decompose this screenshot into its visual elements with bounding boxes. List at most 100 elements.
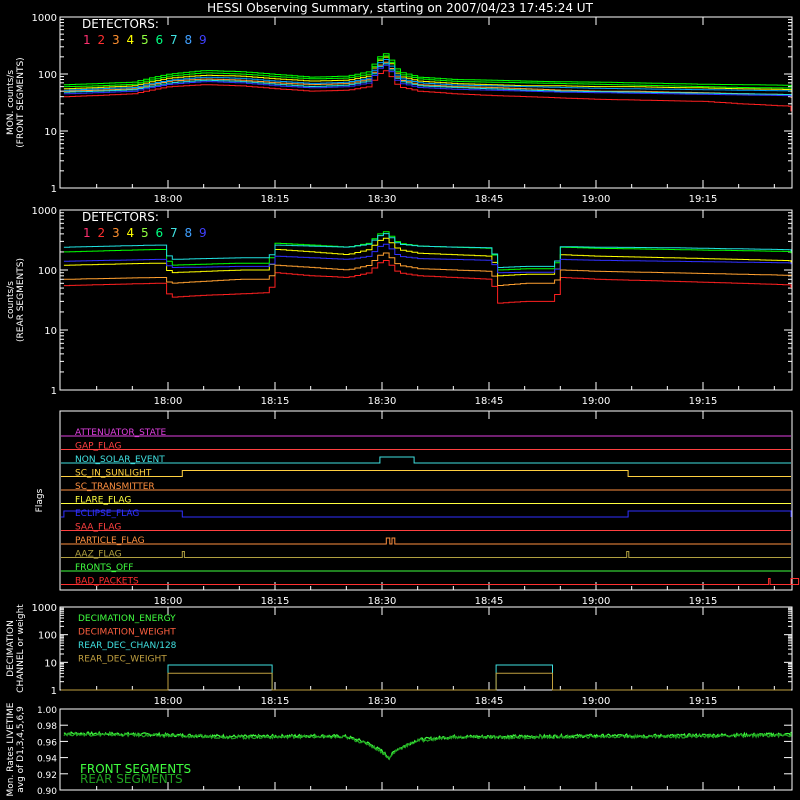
front-xtick-label: 18:45 xyxy=(475,194,504,205)
flag-label-saa_flag: SAA_FLAG xyxy=(75,523,121,533)
front-series-7 xyxy=(63,63,792,96)
front-ytick-label: 1000 xyxy=(32,13,57,24)
front-legend-title: DETECTORS: xyxy=(82,17,159,31)
rear-legend-detector: 3 xyxy=(112,226,120,240)
dec-ytick-label: 1 xyxy=(51,686,57,697)
dec-series-0 xyxy=(61,664,791,691)
live-series-1 xyxy=(63,731,792,760)
rear-xtick-label: 18:15 xyxy=(261,396,290,407)
front-xtick-label: 18:30 xyxy=(368,194,397,205)
flag-label-gap_flag: GAP_FLAG xyxy=(75,442,121,452)
dec-legend-item: DECIMATION_WEIGHT xyxy=(78,628,176,638)
flag-line-eclipse_flag xyxy=(61,510,792,518)
live-ylabel: Mon. Rates LIVETIME xyxy=(6,702,16,796)
flag-line-non_solar_event xyxy=(61,456,791,464)
flag-label-eclipse_flag: ECLIPSE_FLAG xyxy=(75,509,139,519)
rear-ytick-label: 100 xyxy=(38,266,57,277)
front-ytick-label: 100 xyxy=(38,70,57,81)
front-legend-detector: 3 xyxy=(112,33,120,47)
front-series-6 xyxy=(63,55,792,89)
rear-series-1 xyxy=(63,260,792,304)
live-legend-item: REAR SEGMENTS xyxy=(80,772,183,786)
front-legend-detector: 5 xyxy=(141,33,149,47)
flags-ylabel: Flags xyxy=(35,488,45,512)
flag-line-sc_in_sunlight xyxy=(61,470,791,477)
live-ytick-label: 0.92 xyxy=(37,771,57,781)
rear-legend-detector: 8 xyxy=(185,226,193,240)
decimation-panel: 1 10 100 1000 18:00 18:15 18:30 18:45 19:00 19:15… xyxy=(6,603,793,707)
flag-label-aaz_flag: AAZ_FLAG xyxy=(75,550,122,560)
rear-xtick-label: 18:30 xyxy=(368,396,397,407)
front-segments-panel: 1 10 100 1000 18:00 18:15 18:30 18:45 19:00 19:15… xyxy=(6,13,793,205)
rear-ytick-label: 1 xyxy=(51,386,57,397)
flag-label-bad_packets: BAD_PACKETS xyxy=(75,577,139,587)
live-ytick-label: 0.94 xyxy=(37,755,57,765)
front-legend-detector: 4 xyxy=(127,33,135,47)
front-legend-detector: 9 xyxy=(199,33,207,47)
rear-series-3 xyxy=(63,252,792,286)
flag-line-bad_packets xyxy=(61,578,800,585)
rear-legend-detector: 9 xyxy=(199,226,207,240)
dec-ylabel-2: CHANNEL or weight xyxy=(16,604,26,693)
front-xtick-label: 18:15 xyxy=(261,194,290,205)
dec-ytick-label: 10 xyxy=(44,658,57,669)
rear-legend-title: DETECTORS: xyxy=(82,210,159,224)
front-series-5 xyxy=(63,53,792,87)
rear-series-7 xyxy=(63,233,792,268)
rear-xtick-label: 18:00 xyxy=(154,396,183,407)
dec-ylabel: DECIMATION xyxy=(6,620,16,677)
front-series-9 xyxy=(63,64,792,97)
dec-xtick-label: 18:15 xyxy=(261,696,290,707)
front-ytick-label: 10 xyxy=(44,127,57,138)
rear-segments-panel: 1 10 100 1000 18:00 18:15 18:30 18:45 19:00 19:15… xyxy=(6,206,793,407)
rear-xtick-label: 18:45 xyxy=(475,396,504,407)
front-series-8 xyxy=(63,59,792,92)
front-legend-detector: 6 xyxy=(156,33,164,47)
flags-xtick-label: 18:00 xyxy=(154,596,183,607)
rear-xtick-label: 19:00 xyxy=(582,396,611,407)
front-xtick-label: 19:00 xyxy=(582,194,611,205)
flags-xtick-label: 18:15 xyxy=(261,596,290,607)
front-frame xyxy=(59,16,793,189)
flag-label-flare_flag: FLARE_FLAG xyxy=(75,496,131,506)
flags-xtick-label: 19:15 xyxy=(689,596,718,607)
rear-legend-detector: 4 xyxy=(127,226,135,240)
rear-series-9 xyxy=(63,243,792,274)
live-frame xyxy=(59,708,793,791)
front-series-4 xyxy=(63,56,792,93)
rear-ytick-label: 1000 xyxy=(32,206,57,217)
front-legend-detector: 1 xyxy=(83,33,91,47)
dec-legend-item: REAR_DEC_CHAN/128 xyxy=(78,641,177,651)
flags-frame xyxy=(59,410,793,591)
live-ytick-label: 0.90 xyxy=(37,787,57,797)
rear-legend-detector: 7 xyxy=(170,226,178,240)
flag-label-attenuator_state: ATTENUATOR_STATE xyxy=(75,428,167,438)
front-ylabel: MON. counts/s xyxy=(6,70,16,135)
front-series-1 xyxy=(63,70,792,112)
dec-xtick-label: 19:15 xyxy=(689,696,718,707)
rear-frame xyxy=(59,209,793,391)
front-xtick-label: 19:15 xyxy=(689,194,718,205)
flag-label-fronts_off: FRONTS_OFF xyxy=(75,563,133,573)
dec-series-1 xyxy=(61,672,791,691)
dec-ytick-label: 1000 xyxy=(32,603,57,614)
rear-legend-detector: 6 xyxy=(156,226,164,240)
flags-xtick-label: 19:00 xyxy=(582,596,611,607)
flag-label-sc_transmitter: SC_TRANSMITTER xyxy=(75,482,155,492)
live-legend-item: FRONT SEGMENTS xyxy=(80,762,191,776)
dec-xtick-label: 18:00 xyxy=(154,696,183,707)
flags-xtick-label: 18:30 xyxy=(368,596,397,607)
rear-series-4 xyxy=(63,237,792,277)
flag-label-particle_flag: PARTICLE_FLAG xyxy=(75,536,145,546)
figure-title: HESSI Observing Summary, starting on 200… xyxy=(207,1,593,15)
rear-legend-detector: 1 xyxy=(83,226,91,240)
rear-ylabel: counts/s xyxy=(6,281,16,319)
flag-line-aaz_flag xyxy=(61,551,791,558)
rear-ytick-label: 10 xyxy=(44,326,57,337)
flags-xtick-label: 18:45 xyxy=(475,596,504,607)
dec-legend-item: REAR_DEC_WEIGHT xyxy=(78,655,167,665)
front-legend-detector: 2 xyxy=(98,33,106,47)
front-xtick-label: 18:00 xyxy=(154,194,183,205)
dec-ytick-label: 100 xyxy=(38,631,57,642)
